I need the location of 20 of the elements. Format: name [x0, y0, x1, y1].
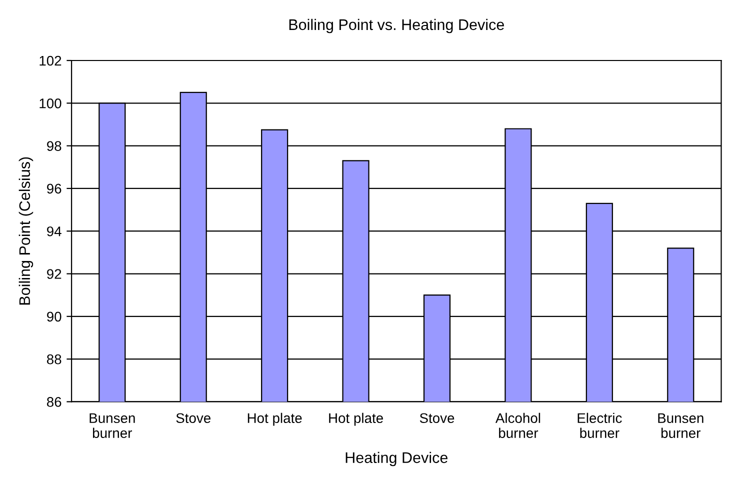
- x-tick-label: Alcohol burner: [495, 412, 540, 438]
- y-tick-label: 90: [47, 312, 62, 322]
- x-tick-label: Stove: [420, 413, 454, 424]
- x-tick-label: Hot plate: [329, 412, 383, 426]
- y-tick-label: 92: [47, 269, 62, 279]
- y-tick-label: 102: [40, 56, 62, 66]
- x-tick-label: Bunsen burner: [658, 413, 704, 438]
- x-axis-title: Heating Device: [346, 452, 448, 466]
- y-tick-label: 86: [46, 397, 62, 407]
- y-tick-label: 96: [47, 184, 62, 194]
- chart-title: Boiling Point vs. Heating Device: [289, 18, 504, 34]
- y-tick-label: 88: [46, 354, 62, 364]
- y-tick-label: 100: [40, 98, 62, 108]
- y-axis-title: Boiling Point (Celsius): [18, 157, 34, 305]
- y-tick-label: 94: [47, 226, 62, 236]
- x-tick-label: Bunsen burner: [90, 413, 135, 438]
- x-tick-label: Hot plate: [248, 412, 302, 426]
- y-tick-label: 98: [47, 141, 62, 151]
- x-tick-label: Stove: [176, 413, 210, 424]
- x-tick-label: Electric burner: [578, 412, 622, 438]
